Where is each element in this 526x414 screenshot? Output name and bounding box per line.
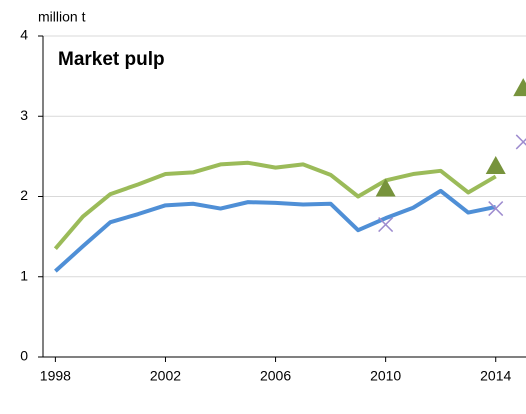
y-tick-label: 4	[20, 27, 28, 43]
chart-title: Market pulp	[58, 49, 165, 70]
y-axis-label: million t	[38, 9, 86, 25]
data-line	[54, 188, 497, 273]
y-tick-label: 3	[20, 107, 28, 123]
x-tick-label: 2002	[150, 368, 181, 384]
triangle-marker	[485, 156, 506, 175]
x-tick-label: 2010	[370, 368, 401, 384]
cross-marker	[378, 217, 394, 233]
y-tick-label: 0	[20, 348, 28, 364]
cross-marker	[488, 201, 504, 217]
y-tick-label: 2	[20, 187, 28, 203]
x-tick-label: 1998	[40, 368, 71, 384]
data-line	[53, 160, 497, 250]
cross-marker	[515, 134, 526, 150]
x-tick-label: 2014	[480, 368, 511, 384]
y-tick-label: 1	[20, 267, 28, 283]
triangle-marker	[513, 78, 526, 97]
x-tick-label: 2006	[260, 368, 291, 384]
triangle-marker	[375, 178, 396, 197]
